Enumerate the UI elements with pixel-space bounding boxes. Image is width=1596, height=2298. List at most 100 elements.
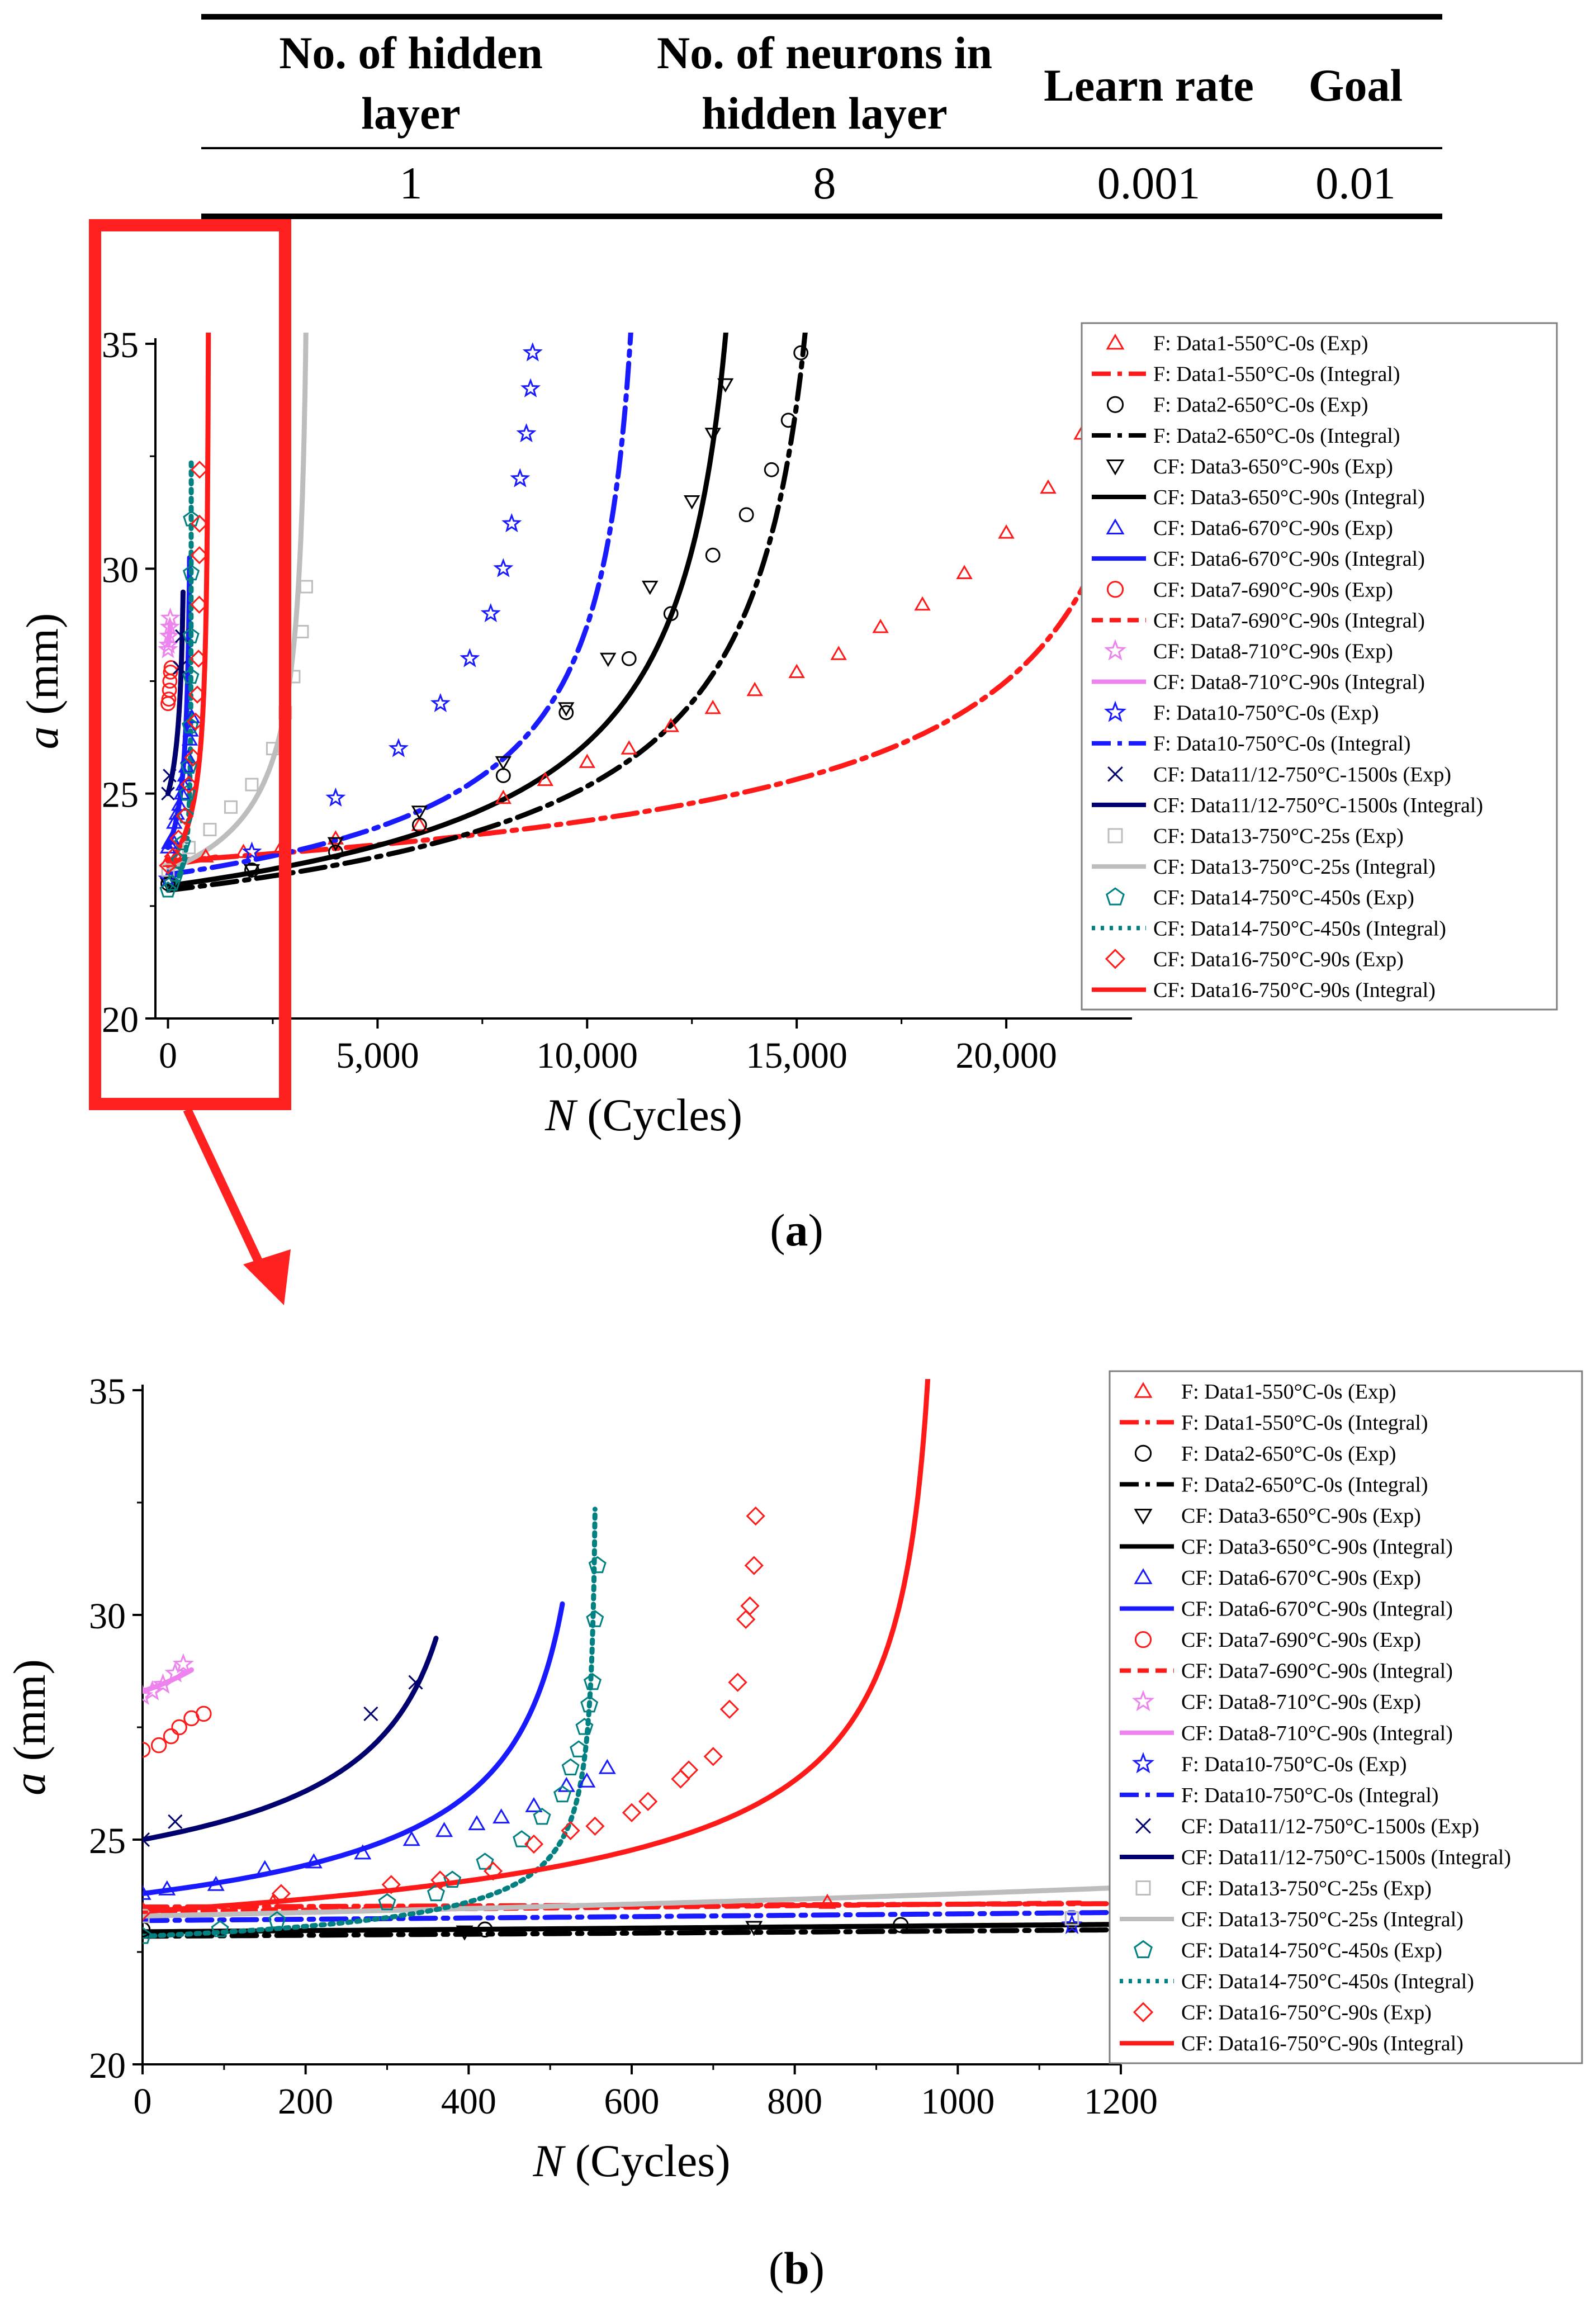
point-d16	[184, 748, 202, 767]
point-d16	[561, 1821, 580, 1841]
x-tick-label: 15,000	[746, 1035, 847, 1076]
x-tick-label: 20,000	[955, 1035, 1057, 1076]
point-d3	[704, 428, 721, 442]
legend-label: CF: Data11/12-750°C-1500s (Exp)	[1181, 1814, 1479, 1838]
point-d1	[818, 1893, 836, 1909]
point-d16	[740, 1596, 760, 1616]
legend-item: F: Data2-650°C-0s (Exp)	[1106, 394, 1368, 417]
point-d14	[580, 1695, 599, 1713]
plot-area	[143, 1379, 1124, 1944]
point-d1	[1040, 479, 1057, 494]
x-tick-label: 400	[441, 2081, 496, 2122]
point-d11	[363, 1706, 378, 1721]
legend-marker	[1104, 700, 1127, 722]
marker-stroke	[163, 769, 177, 783]
point-d2	[780, 413, 796, 428]
legend-marker	[1106, 333, 1125, 350]
x-axis-unit: (Cycles)	[576, 1089, 742, 1140]
point-d14	[159, 881, 177, 898]
legend-item: CF: Data3-650°C-90s (Exp)	[1134, 1504, 1421, 1528]
point-d7	[163, 660, 179, 675]
table-header: No. of hidden	[279, 27, 543, 78]
legend-marker	[1135, 1818, 1151, 1834]
legend-item: F: Data1-550°C-0s (Integral)	[1092, 363, 1400, 386]
marker-stroke	[143, 1838, 150, 1847]
legend-item: CF: Data11/12-750°C-1500s (Integral)	[1092, 794, 1483, 817]
series-line-d1	[165, 543, 1105, 864]
legend-item: F: Data10-750°C-0s (Integral)	[1092, 732, 1411, 756]
point-d16	[638, 1792, 658, 1811]
legend-item: CF: Data14-750°C-450s (Integral)	[1092, 917, 1446, 940]
series-line-d6	[143, 1601, 565, 1896]
point-d7	[163, 665, 178, 680]
legend-marker	[1106, 581, 1124, 598]
y-axis-unit: (mm)	[17, 613, 68, 727]
point-d16	[179, 775, 198, 794]
panel-label-close: )	[809, 2243, 825, 2294]
point-d6	[557, 1776, 575, 1792]
legend-label: CF: Data6-670°C-90s (Exp)	[1153, 517, 1393, 540]
point-d10	[388, 738, 409, 757]
point-d14	[182, 627, 200, 643]
point-d1	[662, 718, 680, 732]
point-d2	[143, 1921, 151, 1938]
point-d16	[190, 595, 209, 614]
point-d16	[188, 685, 207, 704]
point-d11	[168, 1814, 183, 1829]
point-d6	[179, 749, 197, 764]
point-d16	[381, 1875, 401, 1894]
series-line-d3	[165, 333, 728, 889]
legend-label: F: Data10-750°C-0s (Exp)	[1181, 1752, 1407, 1776]
legend-marker	[1134, 1509, 1153, 1525]
legend-label: F: Data10-750°C-0s (Exp)	[1153, 702, 1379, 725]
panel-label-open: (	[769, 2243, 784, 2294]
x-axis-variable: N	[544, 1089, 578, 1140]
legend-item: CF: Data7-690°C-90s (Exp)	[1134, 1628, 1421, 1652]
legend-item: F: Data10-750°C-0s (Integral)	[1120, 1784, 1439, 1807]
point-d1	[411, 817, 428, 831]
legend-label: CF: Data14-750°C-450s (Integral)	[1153, 917, 1446, 940]
legend-label: F: Data2-650°C-0s (Integral)	[1181, 1473, 1428, 1496]
point-d13	[299, 580, 313, 594]
point-d6	[468, 1815, 486, 1831]
legend-label: F: Data1-550°C-0s (Exp)	[1181, 1380, 1396, 1404]
point-d1	[998, 524, 1015, 539]
panel-a-chart: 0 5,000 10,000 15,000 20,000 20 25 30 35 N (Cycle…	[17, 322, 1558, 1255]
x-tick-label: 200	[278, 2081, 333, 2122]
point-d7	[161, 691, 177, 707]
legend-item: CF: Data7-690°C-90s (Integral)	[1120, 1660, 1453, 1683]
point-d3	[717, 378, 734, 393]
point-d6	[256, 1860, 274, 1875]
point-d10	[522, 342, 543, 362]
y-axis-title: a (mm)	[4, 1659, 55, 1795]
point-d13	[143, 1908, 150, 1923]
table-header: No. of neurons in	[657, 27, 992, 78]
legend-label: CF: Data6-670°C-90s (Integral)	[1181, 1598, 1453, 1621]
point-d11	[161, 786, 175, 800]
legend-marker	[1104, 639, 1127, 661]
legend-label: CF: Data7-690°C-90s (Integral)	[1153, 609, 1425, 632]
panel-label: (b)	[769, 2243, 825, 2294]
point-d16	[744, 1556, 764, 1575]
y-tick-label: 25	[102, 775, 139, 816]
y-axis-unit: (mm)	[4, 1659, 55, 1773]
point-d3	[456, 1925, 473, 1941]
point-d11	[143, 1832, 150, 1847]
point-d14	[561, 1758, 580, 1775]
legend-label: CF: Data14-750°C-450s (Exp)	[1181, 1939, 1442, 1963]
x-axis-variable: N	[533, 2135, 566, 2186]
point-d6	[578, 1772, 596, 1788]
legend-marker	[1107, 766, 1123, 782]
point-d6	[183, 709, 201, 723]
table-cell: 0.001	[1097, 158, 1201, 209]
point-d3	[411, 806, 428, 820]
point-d16	[164, 847, 182, 866]
legend-label: CF: Data8-710°C-90s (Integral)	[1153, 671, 1425, 694]
legend-label: CF: Data8-710°C-90s (Exp)	[1153, 639, 1393, 663]
point-d6	[181, 731, 198, 746]
y-tick-label: 20	[89, 2045, 126, 2086]
point-d10	[501, 513, 522, 533]
legend-label: F: Data1-550°C-0s (Integral)	[1181, 1411, 1428, 1434]
legend-marker	[1106, 518, 1125, 534]
